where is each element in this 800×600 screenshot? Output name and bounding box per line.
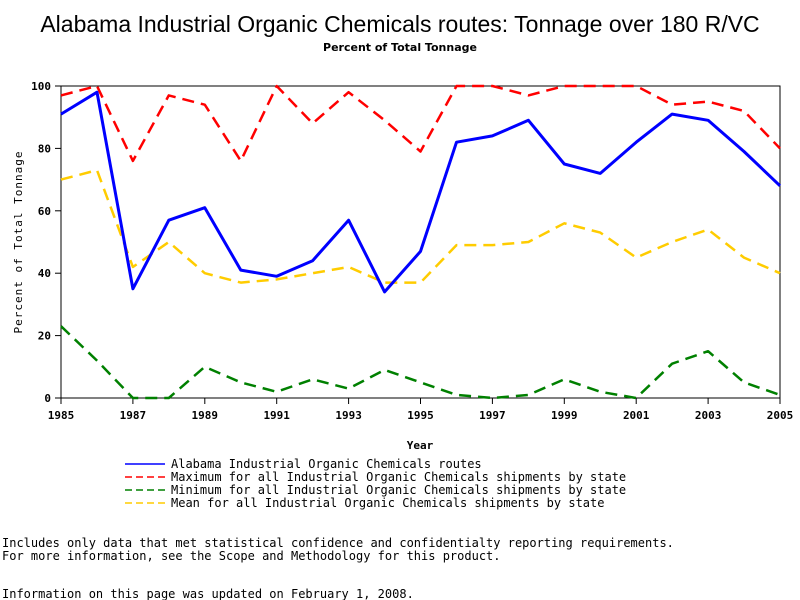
y-tick-label: 20 bbox=[38, 330, 51, 343]
x-tick-label: 2001 bbox=[623, 409, 650, 422]
x-tick-label: 2003 bbox=[695, 409, 722, 422]
y-tick-label: 80 bbox=[38, 142, 51, 155]
x-tick-label: 1993 bbox=[335, 409, 362, 422]
x-tick-label: 1987 bbox=[120, 409, 147, 422]
x-tick-label: 1995 bbox=[407, 409, 434, 422]
legend-label-2: Minimum for all Industrial Organic Chemi… bbox=[171, 483, 626, 497]
x-axis: 1985 1987 1989 1991 1993 1995 1997 1999 2001 2003… bbox=[48, 398, 794, 422]
legend: Alabama Industrial Organic Chemicals rou… bbox=[125, 457, 626, 510]
series-layer bbox=[60, 84, 782, 400]
y-tick-label: 60 bbox=[38, 205, 51, 218]
series-line-2 bbox=[60, 325, 781, 400]
chart-subtitle: Percent of Total Tonnage bbox=[323, 41, 477, 54]
x-tick-label: 1989 bbox=[192, 409, 219, 422]
footnote-confidence: Includes only data that met statistical … bbox=[2, 536, 674, 550]
x-tick-label: 1985 bbox=[48, 409, 75, 422]
plot-area bbox=[60, 85, 781, 399]
chart-title: Alabama Industrial Organic Chemicals rou… bbox=[40, 11, 759, 37]
x-tick-label: 2005 bbox=[767, 409, 794, 422]
legend-label-1: Maximum for all Industrial Organic Chemi… bbox=[171, 470, 626, 484]
x-tick-label: 1991 bbox=[263, 409, 290, 422]
x-tick-label: 1999 bbox=[551, 409, 578, 422]
x-axis-label: Year bbox=[407, 439, 434, 452]
x-tick-label: 1997 bbox=[479, 409, 506, 422]
y-tick-label: 0 bbox=[44, 392, 51, 405]
series-line-3 bbox=[60, 168, 781, 284]
series-line-1 bbox=[60, 84, 781, 163]
y-axis-label: Percent of Total Tonnage bbox=[12, 151, 25, 334]
legend-label-0: Alabama Industrial Organic Chemicals rou… bbox=[171, 457, 482, 471]
footnote-methodology: For more information, see the Scope and … bbox=[2, 549, 501, 563]
y-tick-label: 40 bbox=[38, 267, 51, 280]
series-line-0 bbox=[60, 90, 782, 294]
y-tick-label: 100 bbox=[31, 80, 51, 93]
footnote-updated: Information on this page was updated on … bbox=[2, 587, 414, 600]
y-axis: 0 20 40 60 80 100 bbox=[31, 80, 61, 405]
legend-label-3: Mean for all Industrial Organic Chemical… bbox=[171, 496, 604, 510]
